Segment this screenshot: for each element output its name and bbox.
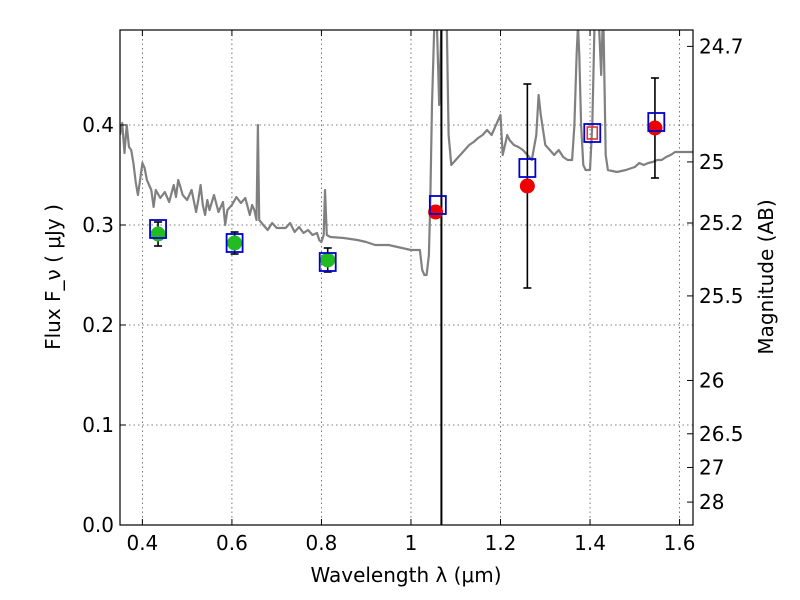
y-tick-label: 0.1 [82,413,114,437]
mag-tick-label: 28 [699,490,724,514]
x-tick-label: 1 [405,531,418,555]
y-axis-label: Flux F_ν ( μJy ) [41,204,65,350]
x-tick-label: 1.2 [485,531,517,555]
plot-area [120,30,693,525]
ticks: 0.4 0.6 0.8 1 1.2 1.4 1.6 0.0 0.1 0.2 0.3 0.4 24.7 25… [82,30,744,555]
mag-tick-label: 25 [699,150,724,174]
mag-tick-label: 24.7 [699,34,744,58]
x-axis-label: Wavelength λ (μm) [310,563,501,587]
x-tick-label: 1.4 [574,531,606,555]
y-tick-label: 0.0 [82,513,114,537]
x-tick-label: 0.8 [306,531,338,555]
data-point [519,178,535,194]
data-point [647,120,663,136]
model-square [318,252,337,272]
model-square [647,112,666,132]
data-point [428,204,444,220]
model-square [428,195,447,215]
y-tick-label: 0.4 [82,113,114,137]
sed-model-line [120,30,693,277]
grid [120,30,693,525]
plot-frame [119,29,694,526]
x-tick-label: 0.4 [126,531,158,555]
x-tick-label: 0.6 [216,531,248,555]
y-axis-right-label: Magnitude (AB) [754,199,778,354]
upper-limit-square [586,126,599,140]
x-tick-label: 1.6 [664,531,696,555]
mag-tick-label: 25.2 [699,211,744,235]
y-tick-label: 0.2 [82,313,114,337]
mag-tick-label: 26 [699,368,724,392]
data-point [227,235,243,251]
model-square [583,123,602,143]
data-point [320,252,336,268]
model-square [225,233,244,253]
model-square [149,219,167,239]
data-point [150,226,166,242]
model-square [518,158,537,178]
mag-tick-label: 25.5 [699,284,744,308]
y-tick-label: 0.3 [82,213,114,237]
mag-tick-label: 27 [699,455,724,479]
mag-tick-label: 26.5 [699,422,744,446]
